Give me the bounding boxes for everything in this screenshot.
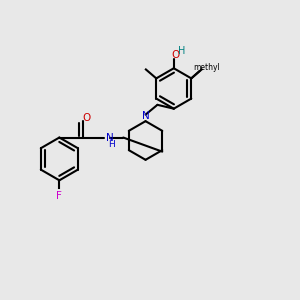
Text: N: N <box>142 111 149 121</box>
Text: H: H <box>108 140 115 149</box>
Text: O: O <box>171 50 179 60</box>
Text: O: O <box>82 113 91 123</box>
Text: methyl: methyl <box>193 63 220 72</box>
Text: N: N <box>106 133 114 142</box>
Text: F: F <box>56 191 62 201</box>
Text: H: H <box>178 46 185 56</box>
